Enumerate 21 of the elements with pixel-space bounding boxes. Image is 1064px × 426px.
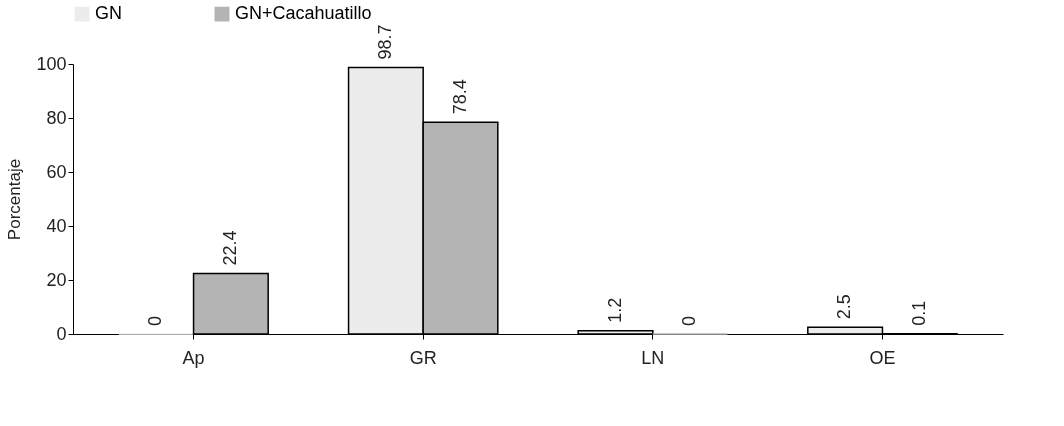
x-tick-label: LN (641, 347, 665, 368)
data-label: 0.1 (908, 300, 929, 326)
data-label: 0 (145, 315, 166, 326)
x-tick-label: GR (409, 347, 437, 368)
y-tick-label: 80 (46, 107, 67, 128)
x-tick-label: OE (869, 347, 896, 368)
y-tick-label: 100 (36, 53, 67, 74)
y-tick-label: 60 (46, 161, 67, 182)
y-tick-label: 0 (56, 323, 67, 344)
x-tick-label: Ap (182, 347, 205, 368)
legend-label: GN+Cacahuatillo (235, 3, 372, 24)
data-label: 22.4 (219, 230, 240, 266)
data-label: 78.4 (449, 79, 470, 115)
data-label: 1.2 (604, 297, 625, 323)
data-label: 2.5 (834, 294, 855, 320)
legend-label: GN (95, 3, 122, 24)
y-axis-title: Porcentaje (5, 158, 25, 241)
data-label: 0 (679, 315, 700, 326)
y-tick-label: 20 (46, 269, 67, 290)
y-tick-label: 40 (46, 215, 67, 236)
data-label: 98.7 (374, 24, 395, 60)
